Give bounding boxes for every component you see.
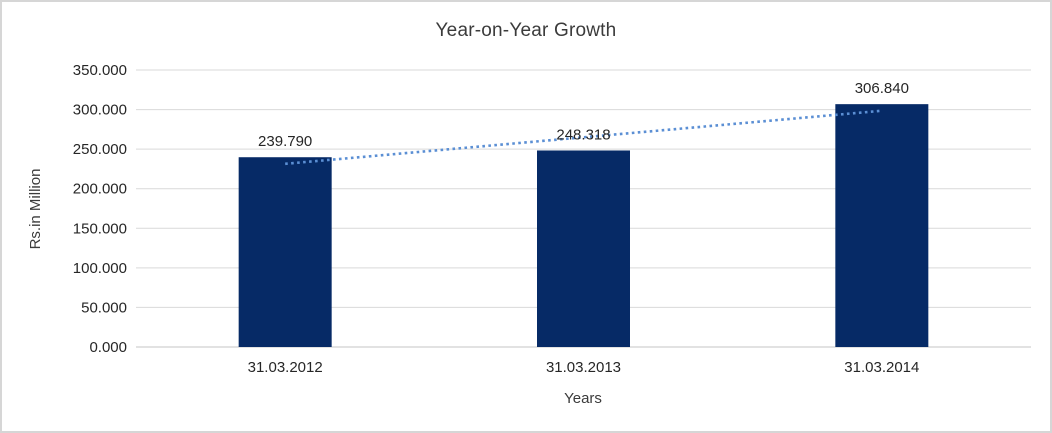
- y-tick-label: 150.000: [73, 220, 127, 237]
- y-axis-title: Rs.in Million: [27, 169, 44, 250]
- y-tick-label: 50.000: [81, 299, 127, 316]
- bars: [238, 104, 929, 348]
- y-tick-label: 0.000: [89, 339, 127, 356]
- bar-data-label: 306.840: [855, 80, 909, 97]
- y-tick-label: 100.000: [73, 260, 127, 277]
- x-tick-label: 31.03.2013: [546, 359, 621, 376]
- bar-labels: 239.790 248.318 306.840: [258, 80, 909, 150]
- trendline-dotted: [285, 109, 882, 166]
- chart-title: Year-on-Year Growth: [435, 20, 617, 41]
- bar: [238, 157, 332, 347]
- y-tick-label: 250.000: [73, 141, 127, 158]
- bar: [835, 104, 929, 348]
- y-tick-label: 200.000: [73, 181, 127, 198]
- bar-data-label: 239.790: [258, 133, 312, 150]
- x-axis-tick-labels: 31.03.2012 31.03.2013 31.03.2014: [248, 359, 920, 376]
- y-tick-label: 300.000: [73, 102, 127, 119]
- trendline: [285, 109, 882, 166]
- y-axis-tick-labels: 0.000 50.000 100.000 150.000 200.000 250.000 3…: [73, 62, 127, 356]
- x-tick-label: 31.03.2012: [248, 359, 323, 376]
- x-axis-title: Years: [564, 390, 602, 407]
- bar-data-label: 248.318: [556, 126, 610, 143]
- y-tick-label: 350.000: [73, 62, 127, 79]
- x-tick-label: 31.03.2014: [844, 359, 919, 376]
- bar: [537, 150, 630, 347]
